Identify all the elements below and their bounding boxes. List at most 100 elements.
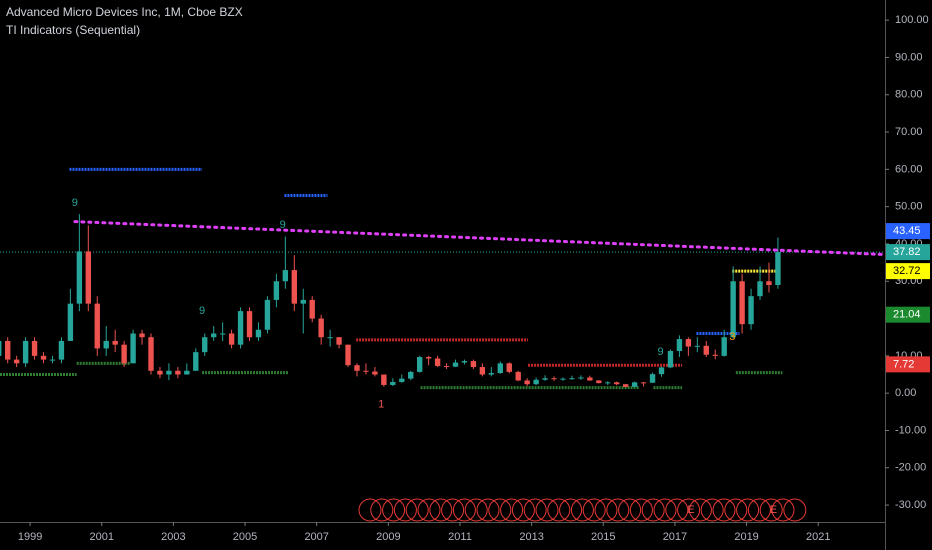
chart-title: Advanced Micro Devices Inc, 1M, Cboe BZX (6, 5, 243, 19)
candle-body (255, 329, 262, 338)
countdown-circle (500, 498, 524, 522)
price-label-box (886, 223, 930, 240)
candle-body (775, 252, 781, 285)
countdown-circle (641, 498, 665, 522)
candle-body (694, 345, 701, 347)
candle-body (533, 379, 539, 385)
candle-body (452, 362, 459, 367)
countdown-circle (405, 498, 429, 522)
countdown-label: E (770, 504, 777, 516)
candle-body (381, 374, 387, 385)
candle-body (363, 370, 369, 372)
countdown-circle (783, 498, 807, 522)
countdown-circle (606, 498, 630, 522)
setup-label: 9 (72, 197, 78, 209)
countdown-circle (724, 498, 748, 522)
candle-body (148, 337, 154, 371)
countdown-label: E (687, 504, 694, 516)
candle-body (605, 382, 611, 384)
candle-body (193, 352, 199, 371)
x-tick-label: 2021 (806, 531, 830, 543)
indicator-name: TI Indicators (Sequential) (6, 23, 140, 37)
candle-body (569, 378, 575, 380)
countdown-circle (559, 498, 583, 522)
countdown-circle (618, 498, 642, 522)
candle-body (76, 251, 83, 304)
x-tick-label: 1999 (18, 531, 42, 543)
countdown-circle (629, 498, 653, 522)
candle-body (166, 370, 172, 375)
y-tick-label: 60.00 (895, 163, 923, 175)
y-tick-label: 90.00 (895, 51, 923, 63)
candle-body (408, 371, 414, 379)
candle-body (202, 337, 208, 353)
candle-body (327, 337, 333, 339)
candle-body (506, 363, 512, 372)
countdown-circle (653, 498, 677, 522)
countdown-circle (700, 498, 724, 522)
candle-body (587, 377, 593, 381)
candle-body (237, 311, 244, 345)
candle-body (640, 382, 647, 384)
setup-label: 1 (378, 398, 384, 410)
candle-body (596, 380, 602, 384)
y-tick-label: 100.00 (895, 14, 929, 26)
candle-body (354, 365, 360, 371)
candle-body (390, 381, 396, 385)
candle-body (622, 384, 629, 387)
x-tick-label: 2015 (591, 531, 615, 543)
candle-body (246, 311, 253, 338)
candle-body (712, 354, 718, 356)
candle-body (551, 378, 557, 380)
price-label: 32.72 (893, 265, 921, 277)
y-tick-label: -10.00 (895, 424, 926, 436)
candle-body (130, 333, 136, 364)
candle-body (757, 281, 763, 297)
candle-body (175, 370, 181, 375)
countdown-circle (358, 498, 382, 522)
candle-body (721, 337, 727, 356)
candle-body (219, 333, 226, 335)
candle-body (31, 340, 38, 356)
x-tick-label: 2007 (304, 531, 328, 543)
countdown-circle (511, 498, 535, 522)
countdown-circle (736, 498, 760, 522)
candle-body (273, 281, 280, 300)
candle-body (766, 281, 772, 285)
candle-body (399, 378, 405, 382)
candle-body (425, 356, 432, 359)
y-tick-label: 80.00 (895, 89, 923, 101)
candle-body (94, 303, 100, 349)
candle-body (282, 270, 289, 282)
candle-body (434, 358, 441, 366)
countdown-circle (582, 498, 606, 522)
setup-label: 9 (280, 219, 286, 231)
candle-body (211, 333, 217, 338)
countdown-circle (370, 498, 394, 522)
price-label-box (886, 306, 930, 323)
countdown-circle (429, 498, 453, 522)
candle-body (542, 378, 548, 380)
x-tick-label: 2001 (89, 531, 113, 543)
candle-body (497, 363, 503, 374)
countdown-circle (523, 498, 547, 522)
countdown-circle (594, 498, 618, 522)
price-label-box (886, 356, 930, 373)
countdown-circle (570, 498, 594, 522)
candle-body (40, 355, 47, 360)
candle-body (524, 380, 530, 385)
price-label: 37.82 (893, 246, 921, 258)
candle-body (157, 370, 163, 375)
x-tick-label: 2017 (663, 531, 687, 543)
candle-body (318, 318, 324, 338)
price-label: 21.04 (893, 309, 921, 321)
x-tick-label: 2005 (233, 531, 257, 543)
candle-body (748, 296, 754, 325)
price-label-box (886, 244, 930, 261)
candle-body (300, 299, 306, 304)
x-tick-label: 2019 (734, 531, 758, 543)
price-label: 7.72 (893, 358, 914, 370)
candle-body (488, 373, 495, 375)
candle-body (336, 337, 342, 345)
